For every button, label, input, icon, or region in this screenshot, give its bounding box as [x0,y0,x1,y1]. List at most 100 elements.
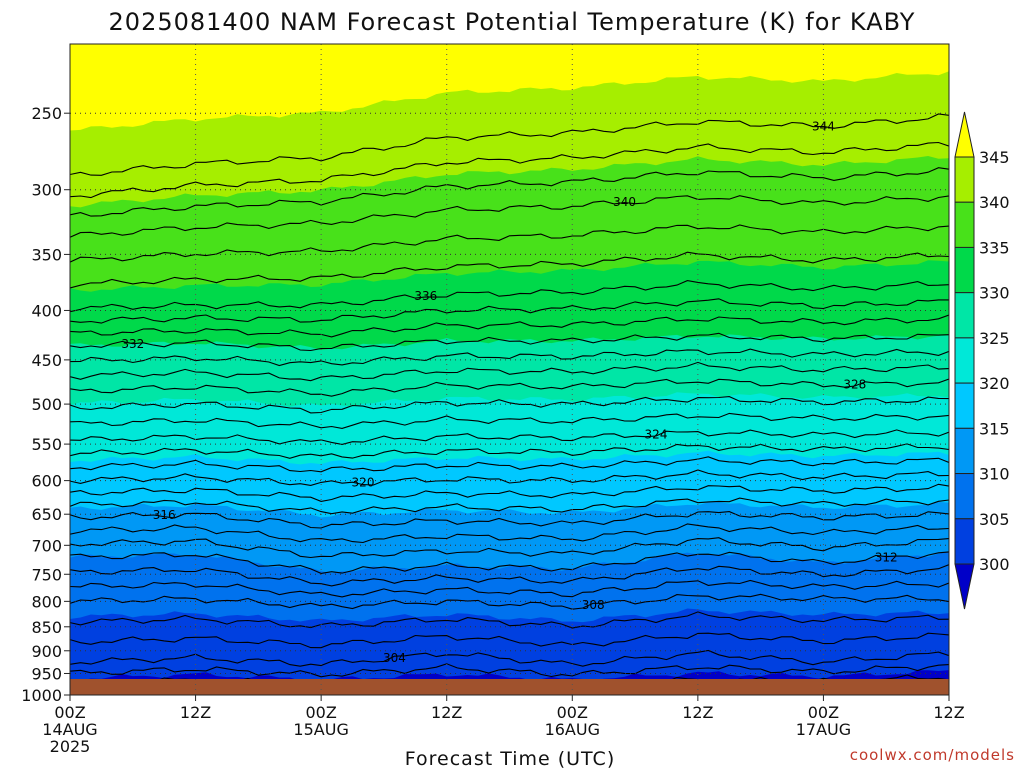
contour-minor [70,483,949,502]
contour-340 [70,195,949,238]
contour-label: 336 [414,289,437,303]
colorbar-label: 315 [979,419,1010,438]
theta-contours: 300304308312316320324328332336340344 [70,113,949,695]
colorbar-label: 300 [979,555,1010,574]
y-tick-label: 500 [31,395,62,414]
contour-minor [70,443,949,459]
contour-label: 308 [582,598,605,612]
colorbar-box [954,246,975,294]
colorbar-box [954,473,975,520]
y-tick-label: 950 [31,664,62,683]
colorbar-label: 345 [979,148,1010,167]
x-tick-label: 17AUG [796,720,851,739]
y-tick-label: 350 [31,245,62,264]
y-tick-label: 600 [31,472,62,491]
y-tick-label: 250 [31,104,62,123]
contour-minor [70,523,949,544]
colorbar-label: 305 [979,510,1010,529]
colorbar-label: 340 [979,193,1010,212]
contour-minor [70,537,949,559]
contour-label: 304 [383,651,406,665]
contour-minor [70,314,949,338]
contour-minor [70,611,949,629]
x-tick-label: 00Z [557,703,588,722]
contour-minor [70,141,949,199]
contour-label: 340 [613,195,636,209]
watermark: coolwx.com/models [850,746,1015,764]
contour-minor [70,298,949,324]
y-axis: 250 300 350 400 450 500 550 600 650 700 750 800 850 9… [21,104,70,705]
contour-320 [70,469,949,486]
y-tick-label: 800 [31,592,62,611]
colorbar-box [954,337,975,384]
x-tick-label: 12Z [933,703,964,722]
y-tick-label: 1000 [21,686,62,705]
x-tick-label: 15AUG [293,720,348,739]
colorbar-label: 320 [979,374,1010,393]
contour-minor [70,497,949,515]
grid-lines [70,44,949,695]
y-tick-label: 700 [31,536,62,555]
x-tick-label: 16AUG [545,720,600,739]
contour-label: 344 [812,119,835,133]
y-tick-label: 550 [31,435,62,454]
x-tick-label: 14AUG [42,720,97,739]
contour-minor [70,361,949,382]
contour-minor [70,456,949,473]
contour-308 [70,593,949,610]
colorbar-label: 330 [979,284,1010,303]
colorbar-box [954,156,975,203]
x-tick-label: 12Z [180,703,211,722]
contour-label: 320 [352,475,375,489]
colorbar-box [954,382,975,429]
y-tick-label: 300 [31,181,62,200]
y-tick-label: 850 [31,618,62,637]
contour-minor [70,632,949,649]
contour-minor [70,396,949,414]
contour-304 [70,649,949,667]
colorbar-box [954,201,975,248]
contour-336 [70,280,949,313]
contour-minor [70,579,949,598]
colorbar: 345 340 335 330 325 320 315 310 305 300 [954,111,1010,610]
y-tick-label: 450 [31,351,62,370]
x-tick-label: 00Z [305,703,336,722]
colorbar-label: 325 [979,329,1010,348]
contour-324 [70,429,949,445]
contour-344 [70,113,949,176]
colorbar-label: 335 [979,238,1010,257]
contour-332 [70,332,949,352]
band-345 [70,44,949,131]
contour-minor [70,251,949,289]
colorbar-min-arrow [954,563,975,610]
plot-area: 300304308312316320324328332336340344 [70,44,949,695]
colorbar-max-arrow [954,111,975,158]
contour-316 [70,511,949,529]
contour-328 [70,378,949,397]
contour-minor [70,663,949,678]
colorbar-box [954,427,975,475]
y-tick-label: 650 [31,505,62,524]
contour-minor [70,224,949,263]
colorbar-box [954,292,975,339]
contour-312 [70,551,949,574]
y-tick-label: 750 [31,565,62,584]
x-axis-label: Forecast Time (UTC) [405,748,615,768]
plot-frame [69,43,950,696]
contour-label: 312 [875,551,898,565]
colorbar-box [954,518,975,565]
contour-label: 332 [121,337,144,351]
colorbar-label: 310 [979,465,1010,484]
theta-color-bands [70,44,949,695]
ground-surface [70,679,949,695]
contour-minor [70,412,949,429]
x-tick-label: 12Z [682,703,713,722]
x-tick-label: 00Z [54,703,85,722]
x-tick-label: 2025 [50,737,91,756]
x-tick-label: 00Z [808,703,839,722]
contour-label: 316 [153,508,176,522]
contour-label: 324 [645,427,668,441]
x-tick-label: 12Z [431,703,462,722]
